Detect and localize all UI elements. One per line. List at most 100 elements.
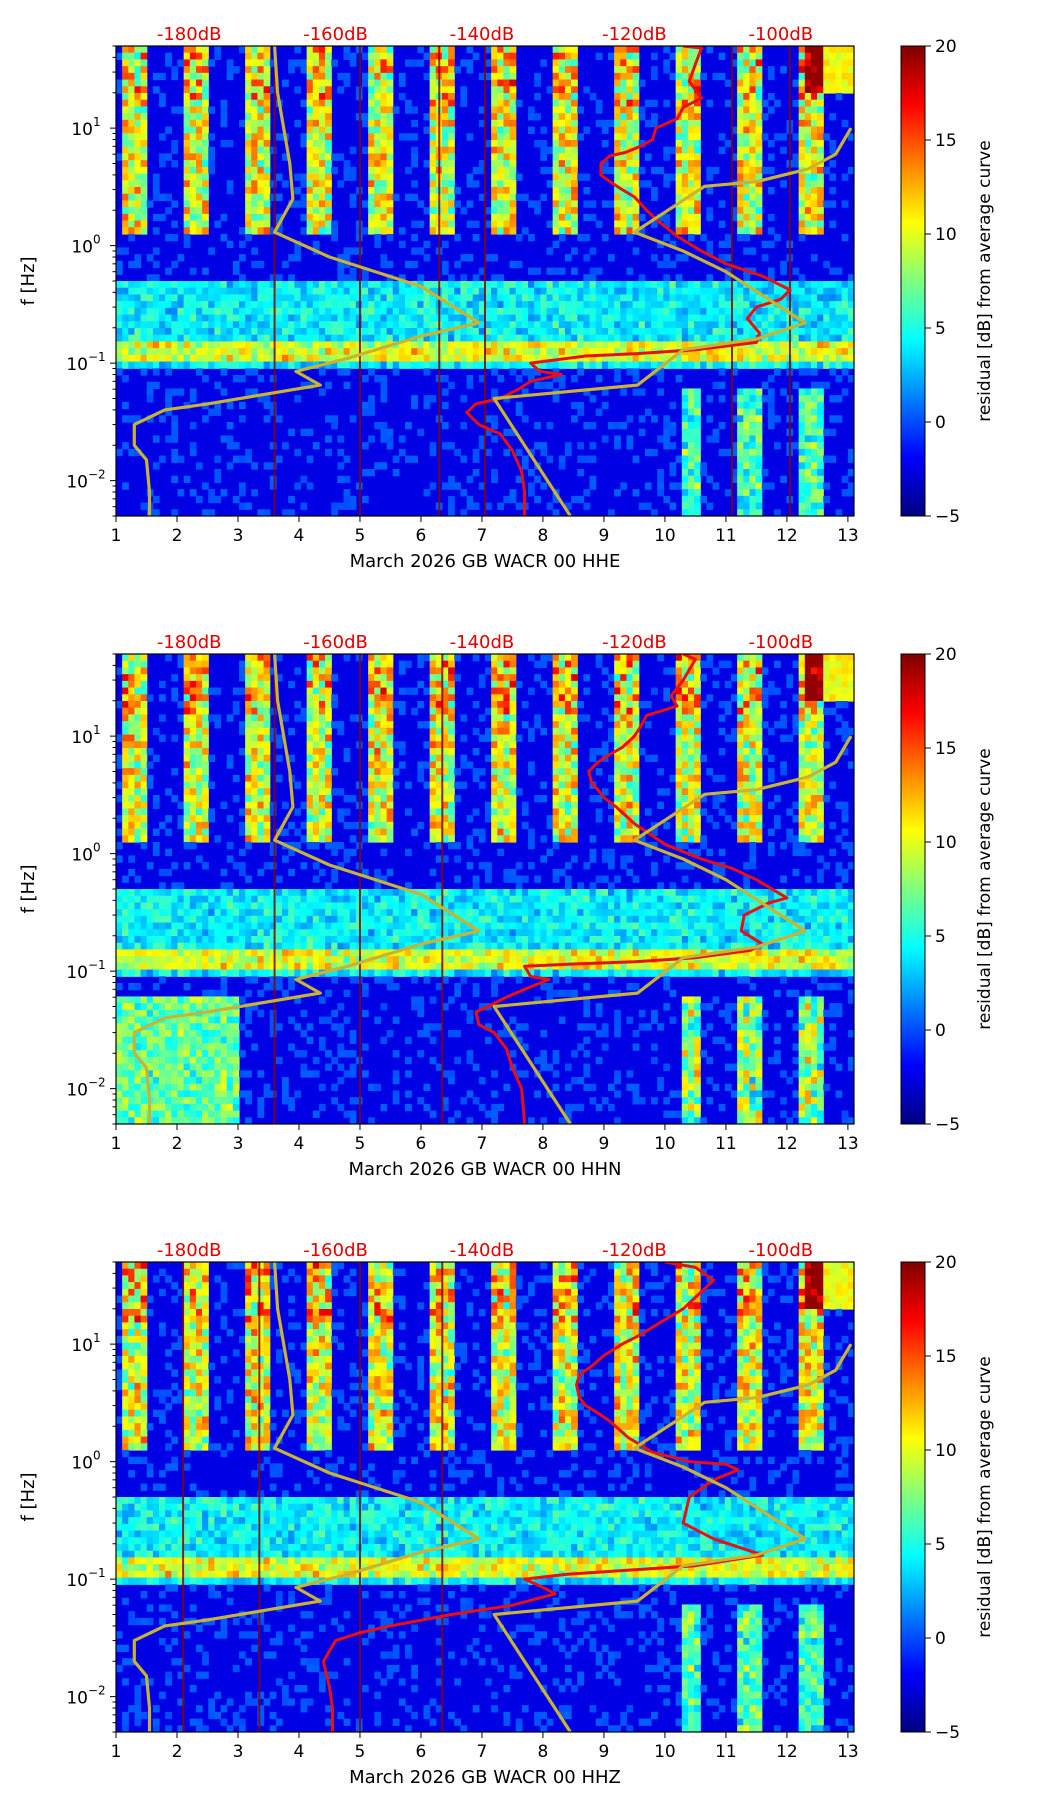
spectrogram-cell [301, 194, 308, 201]
spectrogram-cell [540, 59, 547, 66]
spectrogram-cell [571, 147, 578, 154]
spectrogram-cell [756, 106, 763, 113]
spectrogram-cell [276, 654, 283, 661]
spectrogram-cell [141, 708, 148, 715]
spectrogram-cell [756, 214, 763, 221]
spectrogram-cell [424, 355, 431, 362]
spectrogram-cell [374, 694, 381, 701]
spectrogram-cell [344, 308, 351, 315]
spectrogram-cell [614, 442, 621, 449]
spectrogram-cell [460, 355, 467, 362]
spectrogram-cell [159, 73, 166, 80]
spectrogram-cell [749, 482, 756, 489]
spectrogram-cell [737, 667, 744, 674]
spectrogram-cell [688, 321, 695, 328]
spectrogram-cell [393, 328, 400, 335]
spectrogram-cell [301, 133, 308, 140]
spectrogram-cell [239, 688, 246, 695]
spectrogram-cell [245, 321, 252, 328]
spectrogram-cell [583, 214, 590, 221]
spectrogram-cell [368, 288, 375, 295]
spectrogram-cell [571, 328, 578, 335]
spectrogram-cell [737, 160, 744, 167]
spectrogram-cell [454, 234, 461, 241]
spectrogram-cell [620, 355, 627, 362]
spectrogram-cell [491, 113, 498, 120]
spectrogram-cell [743, 402, 750, 409]
spectrogram-cell [257, 73, 264, 80]
spectrogram-cell [214, 294, 221, 301]
spectrogram-cell [251, 73, 258, 80]
spectrogram-cell [141, 341, 148, 348]
spectrogram-cell [178, 661, 185, 668]
spectrogram-cell [184, 59, 191, 66]
spectrogram-cell [141, 180, 148, 187]
spectrogram-cell [516, 355, 523, 362]
spectrogram-cell [645, 153, 652, 160]
spectrogram-cell [288, 496, 295, 503]
spectrogram-cell [116, 701, 123, 708]
spectrogram-cell [417, 221, 424, 228]
spectrogram-cell [134, 362, 141, 369]
spectrogram-cell [134, 127, 141, 134]
spectrogram-cell [713, 321, 720, 328]
spectrogram-cell [590, 200, 597, 207]
spectrogram-cell [368, 120, 375, 127]
spectrogram-cell [645, 180, 652, 187]
spectrogram-cell [700, 288, 707, 295]
spectrogram-cell [522, 308, 529, 315]
spectrogram-cell [497, 274, 504, 281]
spectrogram-cell [387, 301, 394, 308]
spectrogram-cell [485, 328, 492, 335]
spectrogram-cell [184, 100, 191, 107]
spectrogram-cell [171, 147, 178, 154]
spectrogram-cell [805, 469, 812, 476]
spectrogram-cell [122, 341, 129, 348]
spectrogram-cell [842, 234, 849, 241]
spectrogram-cell [577, 409, 584, 416]
spectrogram-cell [430, 66, 437, 73]
spectrogram-cell [491, 120, 498, 127]
spectrogram-cell [805, 59, 812, 66]
spectrogram-cell [651, 308, 658, 315]
spectrogram-cell [510, 167, 517, 174]
spectrogram-cell [153, 174, 160, 181]
spectrogram-cell [559, 456, 566, 463]
spectrogram-cell [257, 120, 264, 127]
spectrogram-cell [602, 681, 609, 688]
spectrogram-cell [141, 355, 148, 362]
spectrogram-cell [829, 86, 836, 93]
spectrogram-cell [301, 503, 308, 510]
spectrogram-cell [823, 694, 830, 701]
spectrogram-cell [245, 214, 252, 221]
spectrogram-cell [676, 207, 683, 214]
spectrogram-cell [448, 46, 455, 53]
spectrogram-cell [116, 268, 123, 275]
spectrogram-cell [245, 160, 252, 167]
spectrogram-cell [725, 294, 732, 301]
spectrogram-cell [467, 496, 474, 503]
spectrogram-cell [682, 254, 689, 261]
spectrogram-cell [793, 661, 800, 668]
spectrogram-cell [460, 362, 467, 369]
spectrogram-cell [805, 415, 812, 422]
spectrogram-cell [227, 281, 234, 288]
spectrogram-cell [719, 362, 726, 369]
spectrogram-cell [368, 106, 375, 113]
spectrogram-cell [307, 328, 314, 335]
spectrogram-cell [497, 375, 504, 382]
spectrogram-cell [811, 688, 818, 695]
spectrogram-cell [694, 701, 701, 708]
spectrogram-cell [516, 301, 523, 308]
spectrogram-cell [264, 654, 271, 661]
spectrogram-cell [264, 341, 271, 348]
spectrogram-cell [565, 59, 572, 66]
spectrogram-cell [614, 281, 621, 288]
spectrogram-cell [811, 133, 818, 140]
spectrogram-cell [128, 113, 135, 120]
spectrogram-cell [159, 194, 166, 201]
spectrogram-cell [393, 701, 400, 708]
spectrogram-cell [780, 714, 787, 721]
spectrogram-cell [596, 294, 603, 301]
